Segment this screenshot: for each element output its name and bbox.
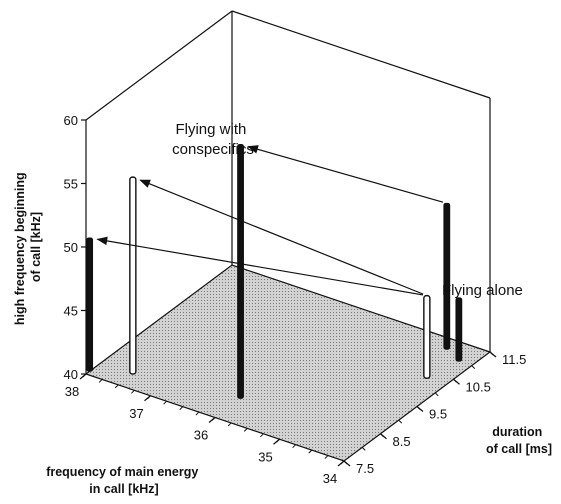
- y-minor-tick: [398, 419, 403, 424]
- y-tick-label: 7.5: [356, 461, 374, 476]
- y-minor-tick: [434, 392, 439, 397]
- data-stem-filled: [237, 144, 244, 399]
- x-minor-tick: [147, 395, 151, 400]
- y-minor-tick: [361, 447, 366, 451]
- x-tick-label: 35: [258, 449, 272, 464]
- annotation-arrow: [96, 236, 424, 296]
- z-tick-label: 40: [64, 367, 78, 382]
- back-wall-top-edge: [231, 10, 491, 99]
- z-tick-label: 50: [64, 240, 78, 255]
- y-tick-label: 10.5: [466, 379, 491, 394]
- x-minor-tick: [308, 449, 313, 454]
- z-axis-label: high frequency beginning of call [kHz]: [13, 169, 43, 325]
- x-minor-tick: [340, 460, 345, 465]
- annotation-arrows: [96, 145, 444, 296]
- x-minor-tick: [131, 389, 135, 394]
- annotation-arrow: [247, 145, 444, 203]
- x-axis-label: frequency of main energy in call [kHz]: [46, 465, 202, 496]
- x-minor-tick: [98, 379, 103, 383]
- x-minor-tick: [211, 417, 216, 421]
- z-tick-label: 60: [64, 113, 78, 128]
- x-minor-tick: [243, 428, 248, 432]
- z-tick-label: 45: [64, 304, 78, 319]
- data-stem-hollow: [129, 176, 137, 375]
- y-minor-tick: [453, 378, 457, 383]
- annotation-flying-with-conspecifics: Flying with conspecifics: [172, 121, 254, 158]
- z-tick-label: 55: [64, 177, 78, 192]
- x-minor-tick: [324, 455, 329, 459]
- data-stem-filled: [443, 202, 451, 350]
- data-stem-hollow: [423, 294, 431, 379]
- annotation-arrow: [139, 179, 424, 295]
- y-axis-label: duration of call [ms]: [486, 425, 552, 456]
- y-minor-tick: [471, 365, 476, 369]
- y-tick-label: 11.5: [502, 352, 526, 367]
- x-minor-tick: [195, 411, 200, 416]
- left-wall-top-edge: [85, 10, 233, 121]
- x-minor-tick: [276, 438, 280, 443]
- x-minor-tick: [227, 422, 232, 427]
- x-minor-tick: [163, 400, 167, 405]
- y-minor-tick: [416, 406, 421, 410]
- y-tick-label: 8.5: [393, 434, 411, 449]
- x-minor-tick: [114, 384, 119, 389]
- x-minor-tick: [292, 444, 296, 449]
- data-stems: [86, 144, 463, 399]
- y-minor-tick: [380, 433, 384, 438]
- axis-ticks: 40 45 50 55 60 38 37 36 35 34 7.5 8.5 9.5 10.5 11.5: [64, 113, 527, 486]
- x-tick-label: 36: [194, 428, 208, 443]
- x-minor-tick: [82, 373, 87, 378]
- y-minor-tick: [489, 351, 494, 356]
- x-tick-label: 37: [129, 406, 143, 421]
- y-tick-label: 9.5: [429, 407, 447, 422]
- x-minor-tick: [179, 406, 184, 410]
- annotation-flying-alone: Flying alone: [442, 282, 523, 299]
- plot-box: [84, 10, 492, 462]
- x-minor-tick: [260, 433, 264, 438]
- data-stem-filled: [86, 237, 94, 372]
- data-stem-filled: [455, 297, 463, 362]
- y-minor-tick: [343, 460, 348, 465]
- x-tick-label: 34: [323, 471, 337, 486]
- x-tick-label: 38: [65, 384, 79, 399]
